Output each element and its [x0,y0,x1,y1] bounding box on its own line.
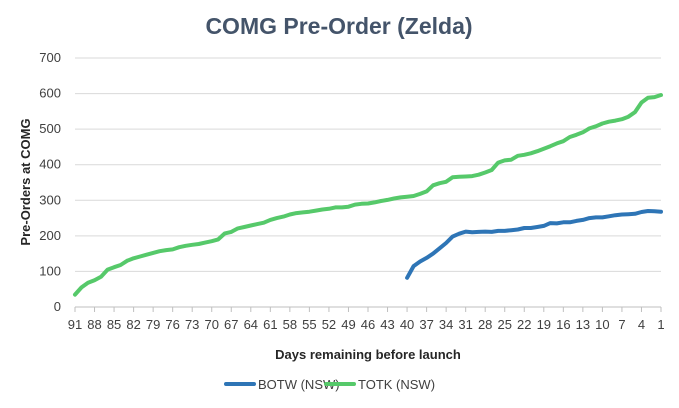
x-tick-label: 22 [517,317,531,332]
y-tick-label: 300 [39,192,61,207]
y-tick-label: 100 [39,263,61,278]
series-line-totk [73,93,663,297]
x-tick-label: 55 [302,317,316,332]
x-tick-label: 10 [595,317,609,332]
x-tick-label: 13 [576,317,590,332]
y-tick-label: 500 [39,121,61,136]
x-tick-label: 7 [618,317,625,332]
y-tick-label: 200 [39,228,61,243]
gridlines [75,57,661,272]
x-tick-label: 85 [107,317,121,332]
x-tick-label: 25 [497,317,511,332]
x-tick-label: 37 [419,317,433,332]
axes: 0 100 200 300 400 500 600 700 91 88 85 82 79 76 73 70 67… [39,50,664,332]
chart-title: COMG Pre-Order (Zelda) [205,13,472,39]
x-tick-label: 19 [537,317,551,332]
x-tick-label: 76 [165,317,179,332]
x-tick-label: 73 [185,317,199,332]
x-tick-label: 91 [68,317,82,332]
x-tick-label: 34 [439,317,453,332]
x-tick-label: 88 [87,317,101,332]
x-tick-label: 58 [283,317,297,332]
legend-label: TOTK (NSW) [358,377,435,392]
y-tick-label: 400 [39,157,61,172]
x-tick-label: 40 [400,317,414,332]
x-tick-label: 67 [224,317,238,332]
x-tick-label: 52 [322,317,336,332]
x-tick-label: 4 [638,317,645,332]
x-tick-label: 28 [478,317,492,332]
legend-label: BOTW (NSW) [258,377,340,392]
x-tick-label: 46 [361,317,375,332]
y-tick-label: 600 [39,86,61,101]
x-tick-label: 61 [263,317,277,332]
x-axis-title: Days remaining before launch [275,347,461,362]
y-tick-label: 700 [39,50,61,65]
x-tick-label: 1 [657,317,664,332]
x-tick-label: 16 [556,317,570,332]
x-tick-label: 31 [458,317,472,332]
legend: BOTW (NSW) TOTK (NSW) [224,377,435,392]
y-axis-title: Pre-Orders at COMG [18,118,33,245]
x-tick-label: 43 [380,317,394,332]
x-tick-label: 64 [244,317,258,332]
x-tick-label: 70 [204,317,218,332]
series-line-botw [405,209,663,280]
x-tick-label: 79 [146,317,160,332]
x-tick-label: 82 [126,317,140,332]
series-lines [73,93,663,297]
x-tick-label: 49 [341,317,355,332]
y-tick-label: 0 [54,299,61,314]
